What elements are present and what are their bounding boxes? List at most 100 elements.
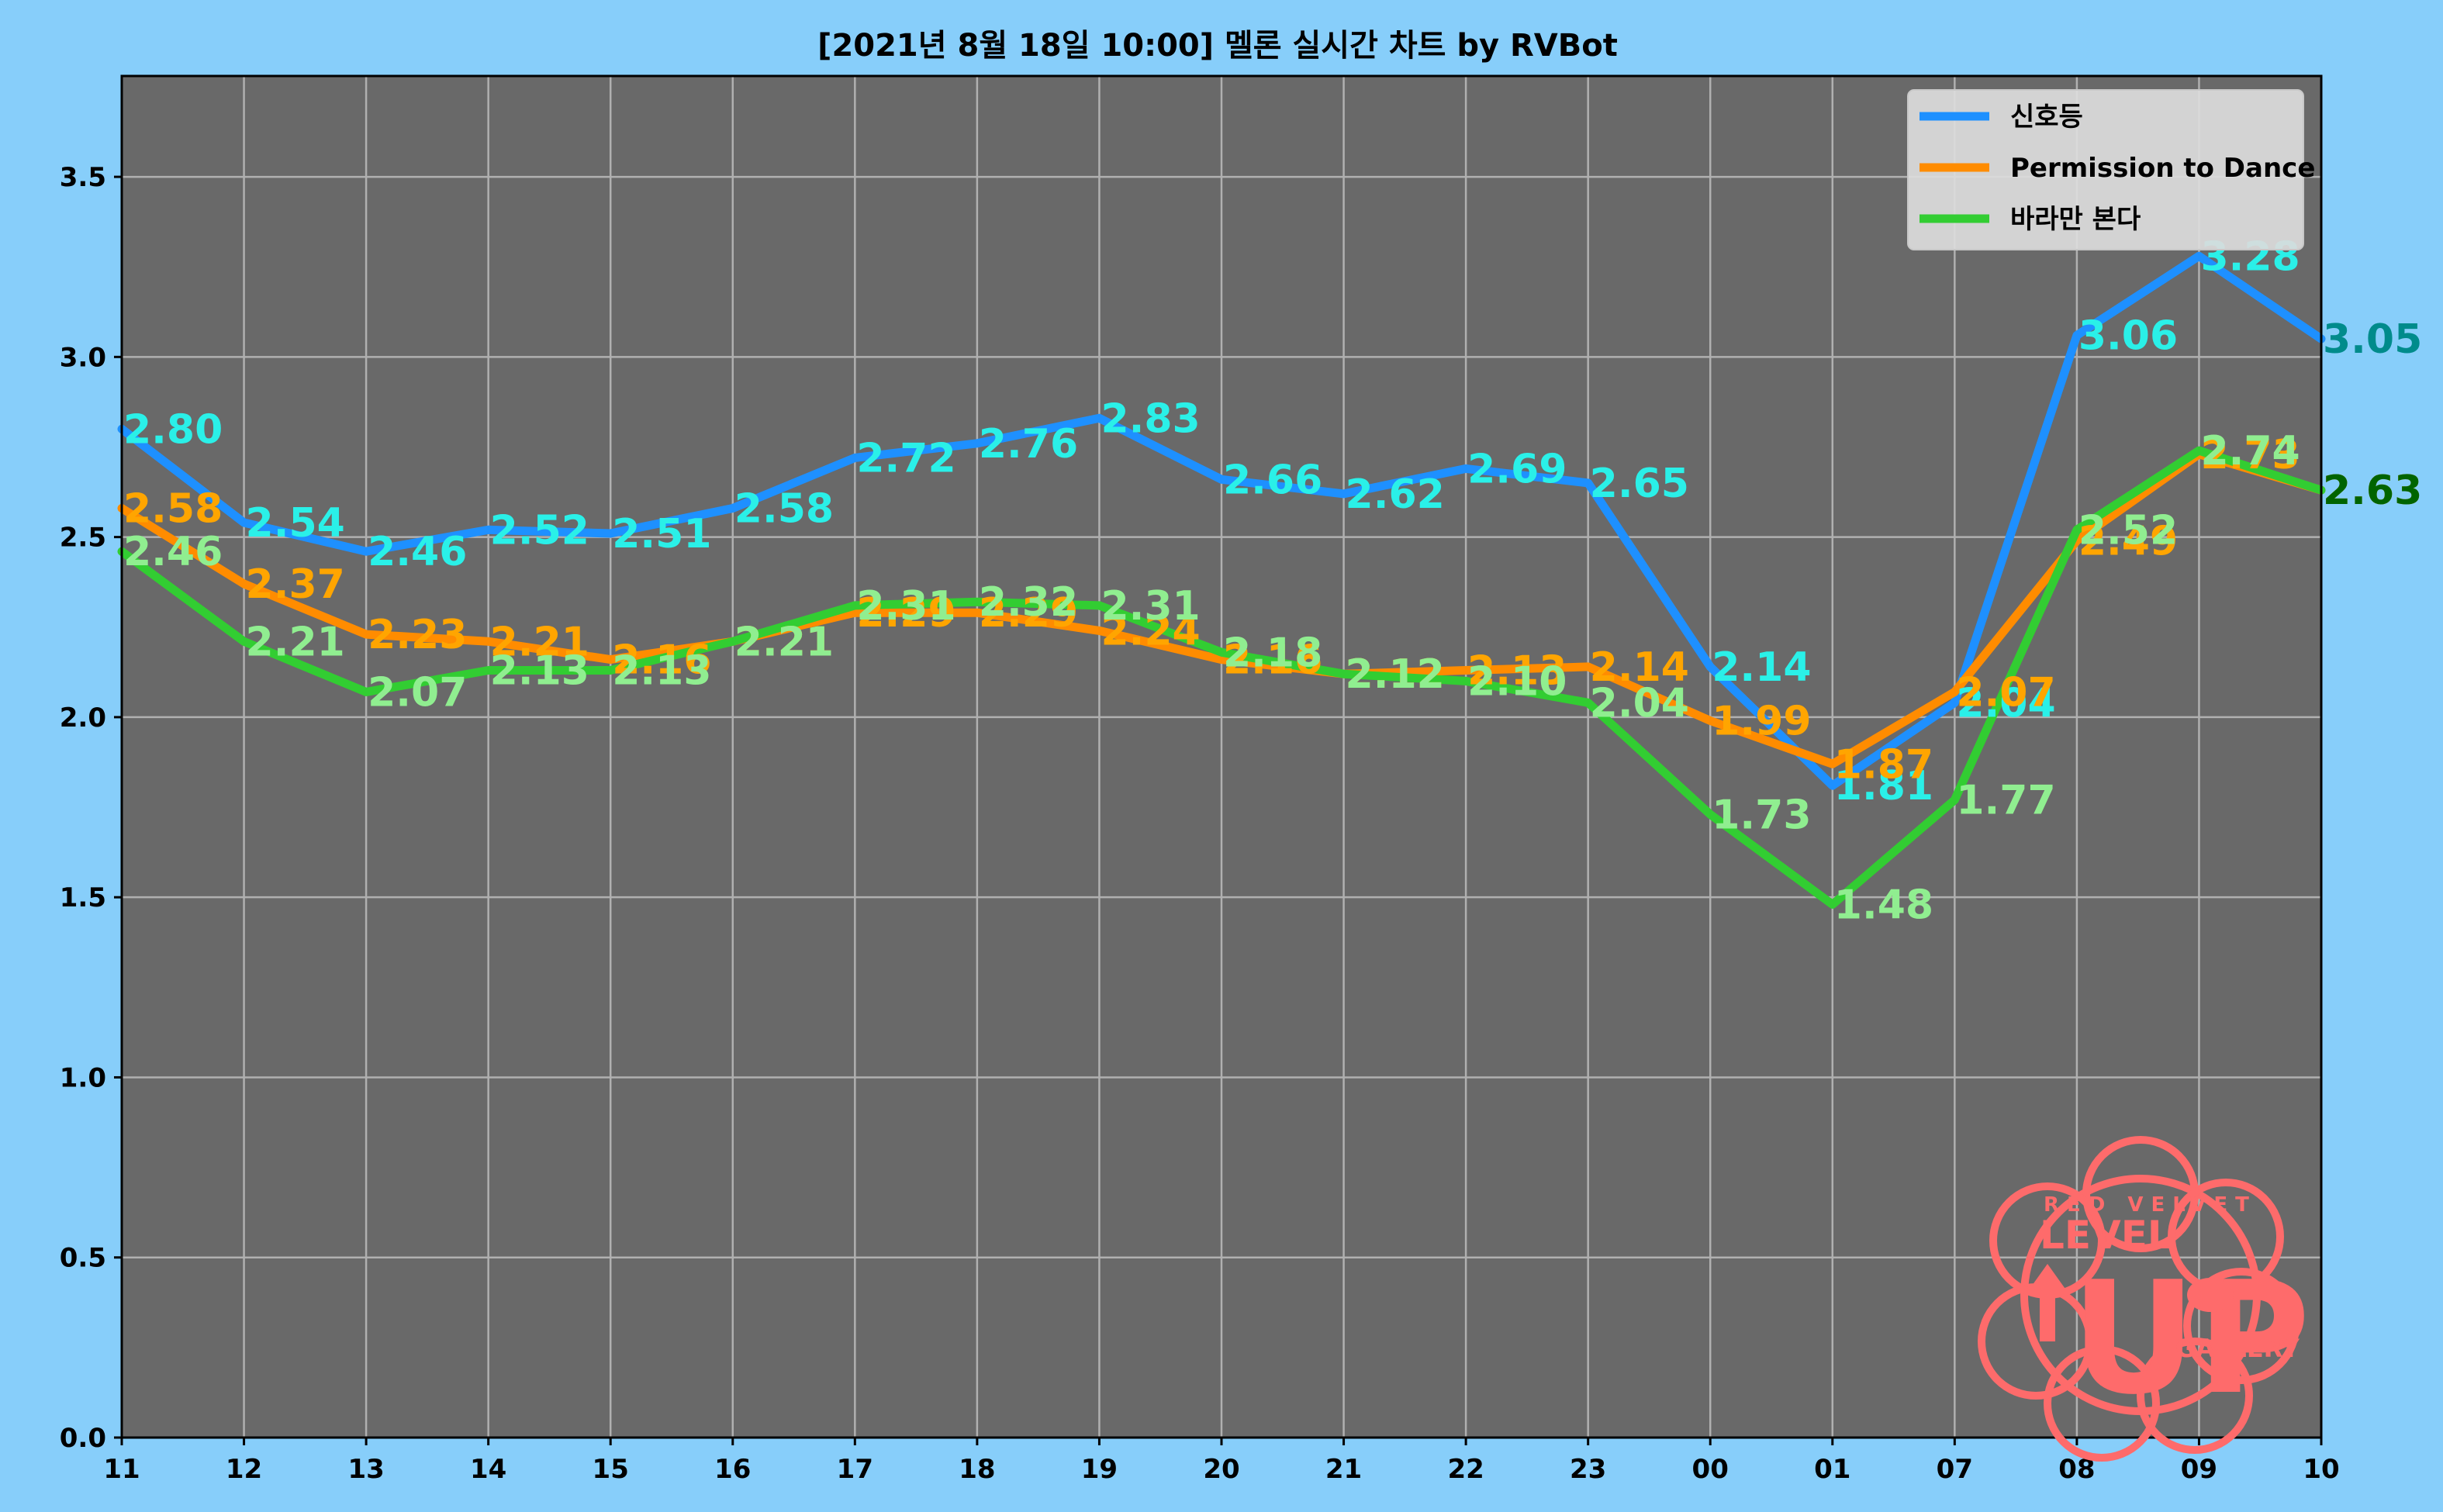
data-label: 2.29: [979, 590, 1078, 637]
y-tick-label: 2.5: [60, 523, 106, 554]
data-label: 2.12: [1346, 651, 1445, 698]
data-label: 2.72: [856, 435, 955, 482]
data-label: 2.14: [1712, 644, 1811, 691]
data-label: 2.58: [123, 485, 223, 532]
data-label: 2.13: [490, 648, 589, 695]
y-tick-label: 1.5: [60, 882, 106, 913]
data-label: 2.29: [856, 590, 955, 637]
x-tick-label: 07: [1937, 1454, 1973, 1485]
x-tick-label: 17: [837, 1454, 873, 1485]
x-tick-label: 21: [1325, 1454, 1362, 1485]
gallery-logo: RED VELVET LEVEL UP GALLERY: [1978, 1136, 2310, 1462]
data-labels: 2.80 2.54 2.46 2.52 2.51 2.58 2.72 2.76 2.83 2.66…: [123, 233, 2422, 928]
legend-label-2: Permission to Dance: [2010, 153, 2315, 184]
x-tick-label: 10: [2303, 1454, 2339, 1485]
data-label: 2.04: [1590, 680, 1689, 727]
data-label: 2.65: [1590, 461, 1689, 507]
x-tick-label: 16: [714, 1454, 751, 1485]
data-label: 2.63: [2323, 468, 2422, 514]
legend: 신호등 Permission to Dance 바라만 본다: [1907, 89, 2315, 250]
data-label: 2.66: [1223, 457, 1322, 503]
data-label: 2.37: [246, 561, 345, 608]
logo-line1: RED VELVET: [2044, 1193, 2257, 1217]
data-label: 2.12: [1346, 651, 1445, 698]
logo-line3: UP: [2071, 1248, 2310, 1429]
plot-border: [120, 74, 2323, 1439]
data-label: 2.13: [612, 648, 711, 695]
data-label: 2.10: [1467, 658, 1567, 705]
data-label: 2.18: [1223, 630, 1322, 676]
x-tick-label: 09: [2181, 1454, 2217, 1485]
data-label: 2.21: [490, 619, 589, 665]
data-label: 1.48: [1834, 882, 1933, 928]
y-tick-label: 2.0: [60, 702, 106, 734]
logo-line2: LEVEL: [2040, 1213, 2172, 1258]
data-label: 2.16: [1223, 637, 1322, 684]
data-label: 2.83: [1101, 395, 1200, 442]
data-label: 2.51: [612, 511, 711, 558]
data-label: 2.07: [368, 669, 467, 716]
y-tick-label: 3.0: [60, 342, 106, 373]
data-label: 2.62: [1346, 471, 1445, 518]
data-label: 1.77: [1956, 778, 2055, 824]
y-tick-label: 1.0: [60, 1062, 106, 1093]
y-tick-label: 3.5: [60, 162, 106, 193]
data-label: 2.04: [1956, 680, 2055, 727]
data-label: 2.46: [123, 529, 223, 575]
data-label: 2.23: [368, 612, 467, 658]
data-label: 2.58: [734, 485, 834, 532]
data-label: 2.49: [2078, 518, 2178, 564]
data-label: 2.32: [979, 579, 1078, 626]
chart-title: [2021년 8월 18일 10:00] 멜론 실시간 차트 by RVBot: [817, 28, 1618, 64]
data-label: 1.73: [1712, 792, 1811, 838]
legend-box: [1907, 89, 2304, 250]
data-label: 2.21: [246, 619, 345, 665]
data-label: 2.73: [2200, 432, 2300, 478]
data-label: 2.16: [612, 637, 711, 684]
y-tick-label: 0.0: [60, 1423, 106, 1454]
series-line-1: [117, 251, 2326, 790]
x-tick-label: 20: [1203, 1454, 1239, 1485]
legend-label-1: 신호등: [2010, 102, 2083, 133]
data-label: 1.81: [1834, 763, 1933, 810]
x-tick-label: 23: [1570, 1454, 1606, 1485]
x-tick-label: 00: [1692, 1454, 1729, 1485]
data-label: 1.87: [1834, 741, 1933, 788]
x-tick-label: 19: [1081, 1454, 1118, 1485]
logo-arrow-icon: [2028, 1264, 2067, 1341]
data-label: 2.21: [734, 619, 834, 665]
logo-line4: GALLERY: [2175, 1334, 2300, 1363]
x-tick-label: 18: [959, 1454, 995, 1485]
series-line-3: [117, 446, 2326, 909]
x-tick-label: 22: [1447, 1454, 1484, 1485]
data-label: 2.21: [734, 619, 834, 665]
data-label: 2.63: [2323, 468, 2422, 514]
data-label: 2.74: [2200, 428, 2300, 475]
data-label: 2.13: [1467, 648, 1567, 695]
data-label: 2.07: [1956, 669, 2055, 716]
data-label: 2.46: [368, 529, 467, 575]
data-label: 3.05: [2323, 316, 2422, 363]
data-label: 2.52: [490, 507, 589, 554]
data-label: 2.14: [1590, 644, 1689, 691]
x-tick-label: 12: [226, 1454, 262, 1485]
data-label: 1.99: [1712, 699, 1811, 745]
x-tick-label: 13: [347, 1454, 384, 1485]
legend-label-3: 바라만 본다: [2010, 204, 2141, 235]
x-tick-label: 14: [470, 1454, 506, 1485]
data-label: 2.31: [856, 583, 955, 630]
data-label: 2.54: [246, 500, 345, 547]
y-tick-label: 0.5: [60, 1243, 106, 1274]
data-label: 2.80: [123, 406, 223, 453]
axis-ticks: 11 12 13 14 15 16 17 18 19 20 21 22 23 00 01 07 08 09 100.…: [60, 162, 2340, 1485]
x-tick-label: 11: [103, 1454, 140, 1485]
data-label: 2.52: [2078, 507, 2178, 554]
x-tick-label: 15: [593, 1454, 629, 1485]
logo-speech-bubble-icon: [2187, 1278, 2234, 1312]
series-lines: [117, 251, 2326, 909]
data-label: 2.76: [979, 421, 1078, 468]
data-label: 3.06: [2078, 312, 2178, 359]
data-label: 2.31: [1101, 583, 1200, 630]
series-line-2: [117, 450, 2326, 768]
